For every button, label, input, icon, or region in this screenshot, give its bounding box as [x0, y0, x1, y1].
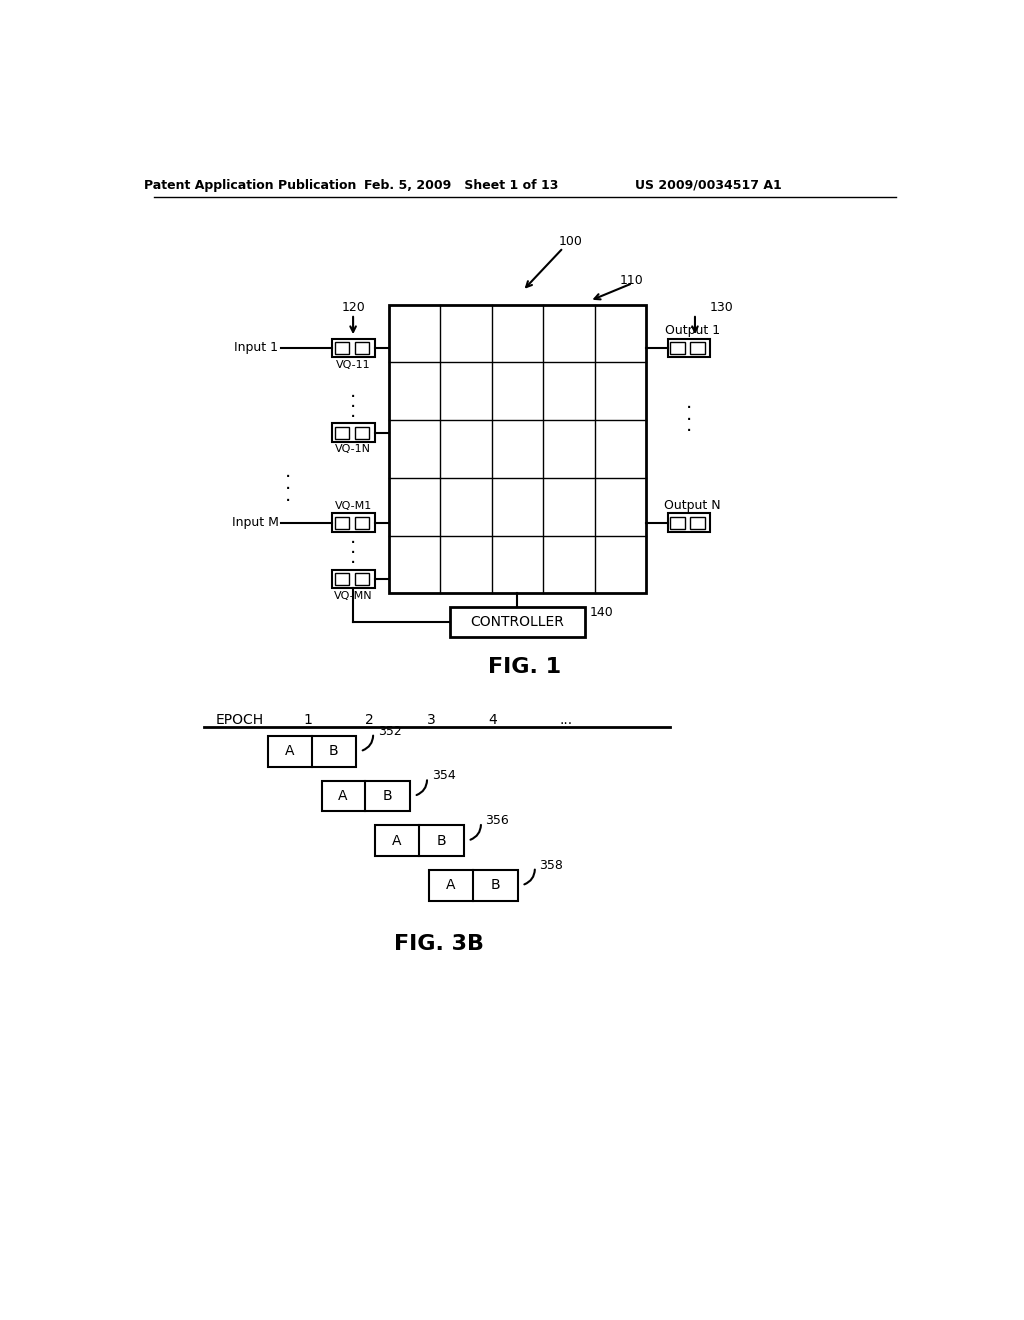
- Text: Feb. 5, 2009   Sheet 1 of 13: Feb. 5, 2009 Sheet 1 of 13: [365, 178, 559, 191]
- Text: VQ-11: VQ-11: [336, 360, 371, 370]
- Text: ·: ·: [350, 408, 356, 426]
- Bar: [335, 428, 349, 438]
- Text: Input M: Input M: [231, 516, 279, 529]
- Bar: [668, 339, 711, 358]
- Text: FIG. 1: FIG. 1: [488, 656, 561, 677]
- Text: ·: ·: [286, 480, 292, 499]
- Text: ·: ·: [686, 411, 692, 430]
- Text: Output 1: Output 1: [666, 325, 720, 338]
- Bar: [354, 573, 370, 585]
- Bar: [354, 428, 370, 438]
- Bar: [690, 517, 705, 529]
- Text: 1: 1: [303, 714, 312, 727]
- Text: A: A: [392, 834, 401, 847]
- Bar: [376, 825, 464, 857]
- Bar: [322, 780, 410, 812]
- Bar: [354, 342, 370, 354]
- Bar: [335, 342, 349, 354]
- Text: US 2009/0034517 A1: US 2009/0034517 A1: [635, 178, 781, 191]
- Text: ·: ·: [350, 397, 356, 417]
- Text: CONTROLLER: CONTROLLER: [470, 615, 564, 628]
- Bar: [429, 870, 518, 900]
- Text: ·: ·: [350, 533, 356, 553]
- Text: 130: 130: [710, 301, 734, 314]
- Bar: [335, 573, 349, 585]
- Text: Patent Application Publication: Patent Application Publication: [143, 178, 356, 191]
- Bar: [671, 342, 685, 354]
- Text: Input 1: Input 1: [234, 342, 279, 354]
- Bar: [333, 570, 375, 589]
- Text: 4: 4: [488, 714, 497, 727]
- Bar: [333, 513, 375, 532]
- Text: 356: 356: [485, 814, 509, 828]
- Text: ·: ·: [686, 422, 692, 441]
- Text: ·: ·: [350, 554, 356, 573]
- Text: 3: 3: [426, 714, 435, 727]
- Text: FIG. 3B: FIG. 3B: [393, 933, 483, 954]
- Text: 2: 2: [365, 714, 374, 727]
- Text: ·: ·: [686, 399, 692, 418]
- Text: B: B: [437, 834, 446, 847]
- Bar: [267, 737, 356, 767]
- Text: VQ-MN: VQ-MN: [334, 591, 373, 601]
- Text: EPOCH: EPOCH: [215, 714, 263, 727]
- Text: A: A: [338, 789, 348, 803]
- Bar: [333, 424, 375, 442]
- Text: A: A: [285, 744, 294, 758]
- Text: A: A: [446, 878, 456, 892]
- Bar: [354, 517, 370, 529]
- Text: VQ-M1: VQ-M1: [335, 500, 372, 511]
- Text: 140: 140: [590, 606, 613, 619]
- Text: ·: ·: [286, 469, 292, 487]
- Text: VQ-1N: VQ-1N: [335, 445, 371, 454]
- Text: ·: ·: [350, 544, 356, 562]
- Text: Output N: Output N: [665, 499, 721, 512]
- Bar: [668, 513, 711, 532]
- Text: ...: ...: [559, 714, 572, 727]
- Text: 120: 120: [341, 301, 365, 314]
- Bar: [671, 517, 685, 529]
- Text: ·: ·: [286, 491, 292, 511]
- Text: B: B: [383, 789, 392, 803]
- Text: 100: 100: [559, 235, 583, 248]
- Bar: [451, 607, 585, 638]
- Text: B: B: [490, 878, 501, 892]
- Bar: [690, 342, 705, 354]
- Text: ·: ·: [350, 388, 356, 407]
- Text: B: B: [329, 744, 339, 758]
- Bar: [333, 339, 375, 358]
- Text: 358: 358: [540, 859, 563, 871]
- Bar: [335, 517, 349, 529]
- Text: 352: 352: [378, 725, 401, 738]
- Bar: [388, 305, 646, 594]
- Text: 354: 354: [432, 770, 456, 783]
- Text: 110: 110: [620, 273, 643, 286]
